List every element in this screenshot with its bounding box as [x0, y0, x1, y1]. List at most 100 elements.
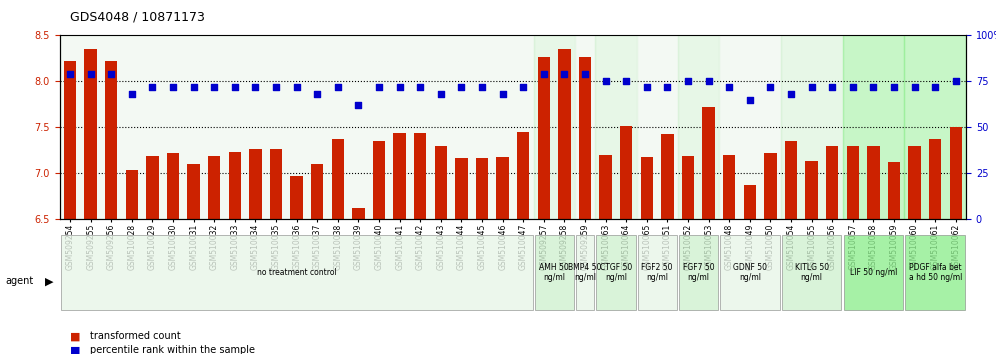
Bar	[723, 155, 735, 219]
Bar	[476, 158, 488, 219]
Point	[433, 91, 449, 97]
Text: ▶: ▶	[45, 276, 54, 286]
Bar	[558, 49, 571, 219]
Point	[598, 79, 614, 84]
Bar	[640, 157, 653, 219]
Point	[742, 97, 758, 103]
Point	[165, 84, 181, 90]
Text: ■: ■	[70, 331, 81, 341]
Point	[330, 84, 346, 90]
Text: AMH 50
ng/ml: AMH 50 ng/ml	[539, 263, 569, 282]
Bar	[908, 146, 921, 219]
Bar	[596, 35, 636, 219]
Text: no treatment control: no treatment control	[257, 268, 337, 277]
Bar	[353, 209, 365, 219]
Bar	[455, 158, 468, 219]
Point	[310, 91, 326, 97]
Bar	[208, 156, 220, 219]
Point	[700, 79, 716, 84]
FancyBboxPatch shape	[597, 235, 635, 310]
Bar	[847, 146, 859, 219]
Bar	[579, 57, 592, 219]
Bar	[311, 164, 324, 219]
Bar	[621, 126, 632, 219]
Point	[83, 71, 99, 77]
Text: CTGF 50
ng/ml: CTGF 50 ng/ml	[600, 263, 632, 282]
Bar	[534, 35, 575, 219]
Point	[845, 84, 861, 90]
Point	[227, 84, 243, 90]
Bar	[187, 164, 200, 219]
Text: FGF7 50
ng/ml: FGF7 50 ng/ml	[682, 263, 714, 282]
Point	[886, 84, 902, 90]
Bar	[904, 35, 966, 219]
Text: LIF 50 ng/ml: LIF 50 ng/ml	[850, 268, 897, 277]
Bar	[538, 57, 550, 219]
Point	[866, 84, 881, 90]
Bar	[85, 49, 97, 219]
Point	[763, 84, 779, 90]
Point	[391, 84, 407, 90]
Point	[144, 84, 160, 90]
Bar	[373, 141, 385, 219]
Bar	[781, 35, 843, 219]
Bar	[764, 153, 777, 219]
Point	[247, 84, 263, 90]
Bar	[60, 35, 534, 219]
Bar	[826, 146, 839, 219]
Bar	[868, 146, 879, 219]
Point	[289, 84, 305, 90]
Bar	[677, 35, 719, 219]
Bar	[332, 139, 344, 219]
Point	[927, 84, 943, 90]
Point	[619, 79, 634, 84]
Bar	[785, 141, 797, 219]
Point	[104, 71, 120, 77]
Point	[638, 84, 654, 90]
Point	[515, 84, 531, 90]
Bar	[517, 132, 530, 219]
Text: ■: ■	[70, 346, 81, 354]
FancyBboxPatch shape	[905, 235, 965, 310]
Text: transformed count: transformed count	[90, 331, 180, 341]
FancyBboxPatch shape	[678, 235, 718, 310]
Point	[268, 84, 284, 90]
Point	[948, 79, 964, 84]
Bar	[496, 157, 509, 219]
Point	[577, 71, 593, 77]
Bar	[64, 61, 77, 219]
Bar	[229, 152, 241, 219]
Point	[372, 84, 387, 90]
Bar	[434, 146, 447, 219]
Bar	[291, 176, 303, 219]
Text: percentile rank within the sample: percentile rank within the sample	[90, 346, 255, 354]
Point	[474, 84, 490, 90]
Point	[124, 91, 139, 97]
Bar	[146, 156, 158, 219]
Point	[557, 71, 573, 77]
Point	[783, 91, 799, 97]
Text: GDNF 50
ng/ml: GDNF 50 ng/ml	[733, 263, 767, 282]
Bar	[702, 107, 715, 219]
Bar	[636, 35, 677, 219]
FancyBboxPatch shape	[61, 235, 533, 310]
FancyBboxPatch shape	[720, 235, 780, 310]
Bar	[929, 139, 941, 219]
Bar	[887, 162, 900, 219]
Text: GDS4048 / 10871173: GDS4048 / 10871173	[70, 11, 204, 24]
Point	[62, 71, 78, 77]
Point	[721, 84, 737, 90]
Bar	[600, 155, 612, 219]
Bar	[719, 35, 781, 219]
Bar	[575, 35, 596, 219]
Point	[185, 84, 201, 90]
FancyBboxPatch shape	[535, 235, 574, 310]
Point	[412, 84, 428, 90]
Bar	[249, 149, 262, 219]
Bar	[843, 35, 904, 219]
Bar	[949, 127, 962, 219]
Point	[351, 103, 367, 108]
Bar	[414, 133, 426, 219]
Bar	[806, 161, 818, 219]
Text: KITLG 50
ng/ml: KITLG 50 ng/ml	[795, 263, 829, 282]
